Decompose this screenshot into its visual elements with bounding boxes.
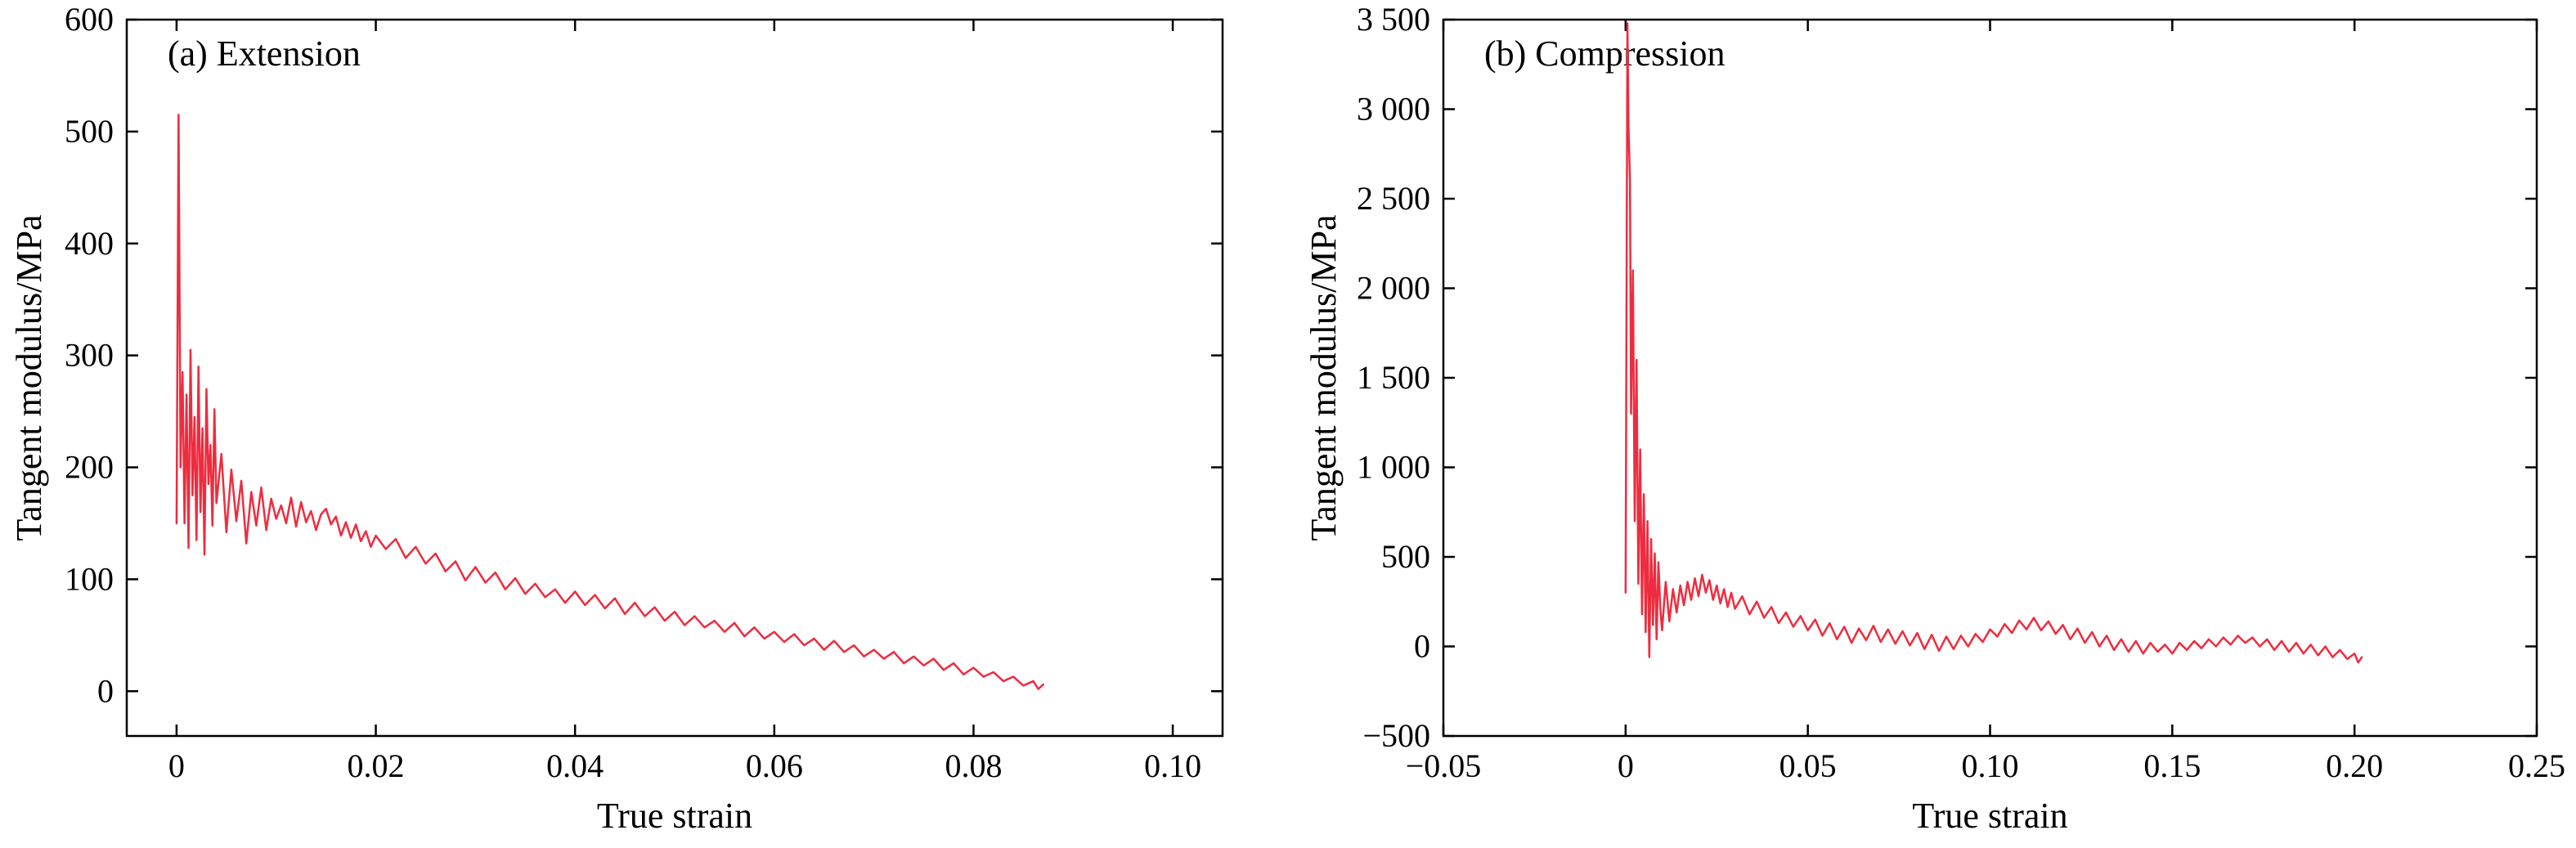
x-tick-label: −0.05 (1406, 747, 1482, 784)
x-tick-label: 0.06 (746, 747, 803, 784)
x-tick-label: 0.20 (2326, 747, 2383, 784)
y-axis-title: Tangent modulus/MPa (1304, 214, 1344, 541)
x-tick-label: 0.15 (2143, 747, 2201, 784)
y-tick-label: 200 (65, 449, 114, 486)
panel-label: (a) Extension (168, 34, 361, 74)
y-tick-label: −500 (1362, 717, 1430, 754)
compression-chart: −0.05 0 0.05 0.10 0.15 0.20 0.25 −500 0 500 1 000 1… (1304, 1, 2565, 836)
y-tick-label: 500 (1381, 538, 1430, 575)
x-axis: 0 0.02 0.04 0.06 0.08 0.10 (168, 20, 1201, 784)
plot-frame (125, 18, 1224, 738)
y-tick-label: 400 (65, 225, 114, 262)
x-tick-label: 0.05 (1779, 747, 1837, 784)
y-tick-label: 1 500 (1357, 359, 1430, 396)
x-tick-label: 0.10 (1144, 747, 1201, 784)
y-tick-label: 3 000 (1357, 91, 1430, 128)
y-tick-label: 0 (1414, 628, 1430, 665)
extension-chart: 0 0.02 0.04 0.06 0.08 0.10 0 100 200 300 400 500 600… (9, 1, 1224, 836)
y-tick-label: 300 (65, 337, 114, 374)
y-tick-label: 0 (97, 672, 114, 709)
x-tick-label: 0 (1618, 747, 1634, 784)
y-tick-label: 3 500 (1357, 1, 1430, 38)
x-tick-label: 0.10 (1962, 747, 2019, 784)
tangent-modulus-extension-line (175, 114, 1044, 690)
x-axis: −0.05 0 0.05 0.10 0.15 0.20 0.25 (1406, 20, 2565, 784)
y-axis: −500 0 500 1 000 1 500 2 000 2 500 3 000 3 500 (1357, 1, 2537, 754)
tangent-modulus-compression-line (1624, 22, 2363, 664)
y-axis-title: Tangent modulus/MPa (9, 214, 49, 541)
panel-label: (b) Compression (1484, 34, 1726, 74)
x-tick-label: 0.02 (348, 747, 405, 784)
x-axis-title: True strain (1912, 796, 2067, 836)
y-tick-label: 2 000 (1357, 270, 1430, 307)
y-tick-label: 2 500 (1357, 180, 1430, 217)
x-tick-label: 0.04 (546, 747, 604, 784)
y-tick-label: 500 (65, 113, 114, 150)
y-tick-label: 600 (65, 1, 114, 38)
x-tick-label: 0 (168, 747, 185, 784)
y-tick-label: 100 (65, 560, 114, 597)
x-tick-label: 0.25 (2508, 747, 2565, 784)
y-tick-label: 1 000 (1357, 449, 1430, 486)
x-axis-title: True strain (597, 796, 752, 836)
x-tick-label: 0.08 (945, 747, 1002, 784)
y-axis: 0 100 200 300 400 500 600 (65, 1, 1223, 709)
